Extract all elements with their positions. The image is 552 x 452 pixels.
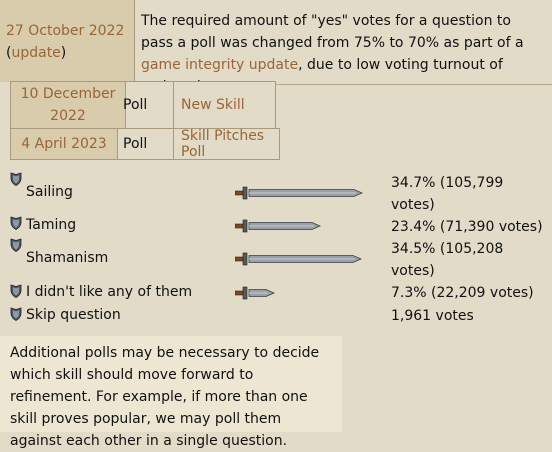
update-date-cell: 27 October 2022 (update) <box>0 0 135 82</box>
poll-note: Additional polls may be necessary to dec… <box>0 336 342 449</box>
poll-option-label: Shamanism <box>26 250 109 266</box>
update-description: The required amount of "yes" votes for a… <box>141 13 524 95</box>
sword-icon <box>234 252 362 266</box>
poll-option: Sailing <box>10 172 390 216</box>
poll-option-label: I didn't like any of them <box>26 284 193 300</box>
poll-option: Taming <box>10 216 390 238</box>
poll-option-result: 34.5% (105,208 votes) <box>391 241 504 279</box>
divider <box>276 84 552 85</box>
poll-option-result: 7.3% (22,209 votes) <box>391 285 534 301</box>
release-name-link[interactable]: New Skill <box>181 97 245 113</box>
sword-icon <box>234 286 275 300</box>
shield-icon <box>10 172 22 186</box>
release-date-link[interactable]: 4 April 2023 <box>11 129 118 159</box>
poll-option-result: 34.7% (105,799 votes) <box>391 175 504 213</box>
poll-option: I didn't like any of them <box>10 284 390 306</box>
poll-option: Shamanism <box>10 238 390 282</box>
release-date-link[interactable]: 10 December 2022 <box>11 82 126 128</box>
poll-option-label: Taming <box>26 217 77 233</box>
poll-option-label: Sailing <box>26 184 73 200</box>
poll-option-label: Skip question <box>26 307 121 323</box>
shield-icon <box>10 284 22 298</box>
release-name-link[interactable]: Skill Pitches Poll <box>181 128 265 160</box>
update-link[interactable]: update <box>11 45 61 61</box>
poll-option-result: 23.4% (71,390 votes) <box>391 219 543 235</box>
sword-icon <box>234 219 321 233</box>
release-type: Poll <box>123 82 174 128</box>
poll-option-result: 1,961 votes <box>391 308 474 324</box>
release-row: 4 April 2023 Poll Skill Pitches Poll <box>10 128 280 160</box>
release-row: 10 December 2022 Poll New Skill <box>10 81 276 129</box>
poll-option: Skip question <box>10 307 390 329</box>
update-date: 27 October 2022 <box>6 23 125 39</box>
release-type: Poll <box>123 129 174 159</box>
shield-icon <box>10 216 22 230</box>
game-integrity-update-link[interactable]: game integrity update <box>141 57 299 73</box>
shield-icon <box>10 307 22 321</box>
sword-icon <box>234 186 363 200</box>
shield-icon <box>10 238 22 252</box>
